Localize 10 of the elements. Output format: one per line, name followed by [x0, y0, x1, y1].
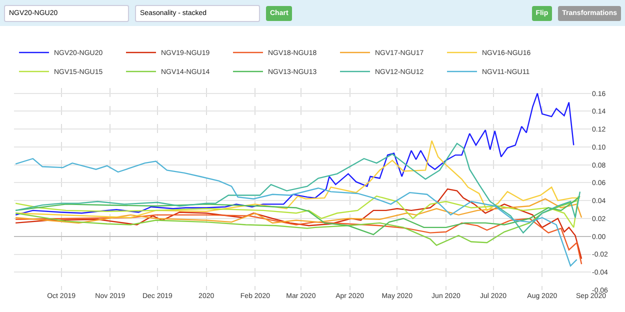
- line-series: [14, 142, 581, 234]
- line-series: [14, 140, 581, 218]
- line-series: [14, 200, 578, 246]
- line-series: [14, 196, 581, 236]
- line-series: [14, 214, 582, 265]
- line-series: [14, 188, 582, 260]
- line-series: [14, 198, 582, 224]
- line-series: [14, 92, 574, 216]
- line-series: [14, 158, 578, 266]
- line-series: [14, 196, 579, 228]
